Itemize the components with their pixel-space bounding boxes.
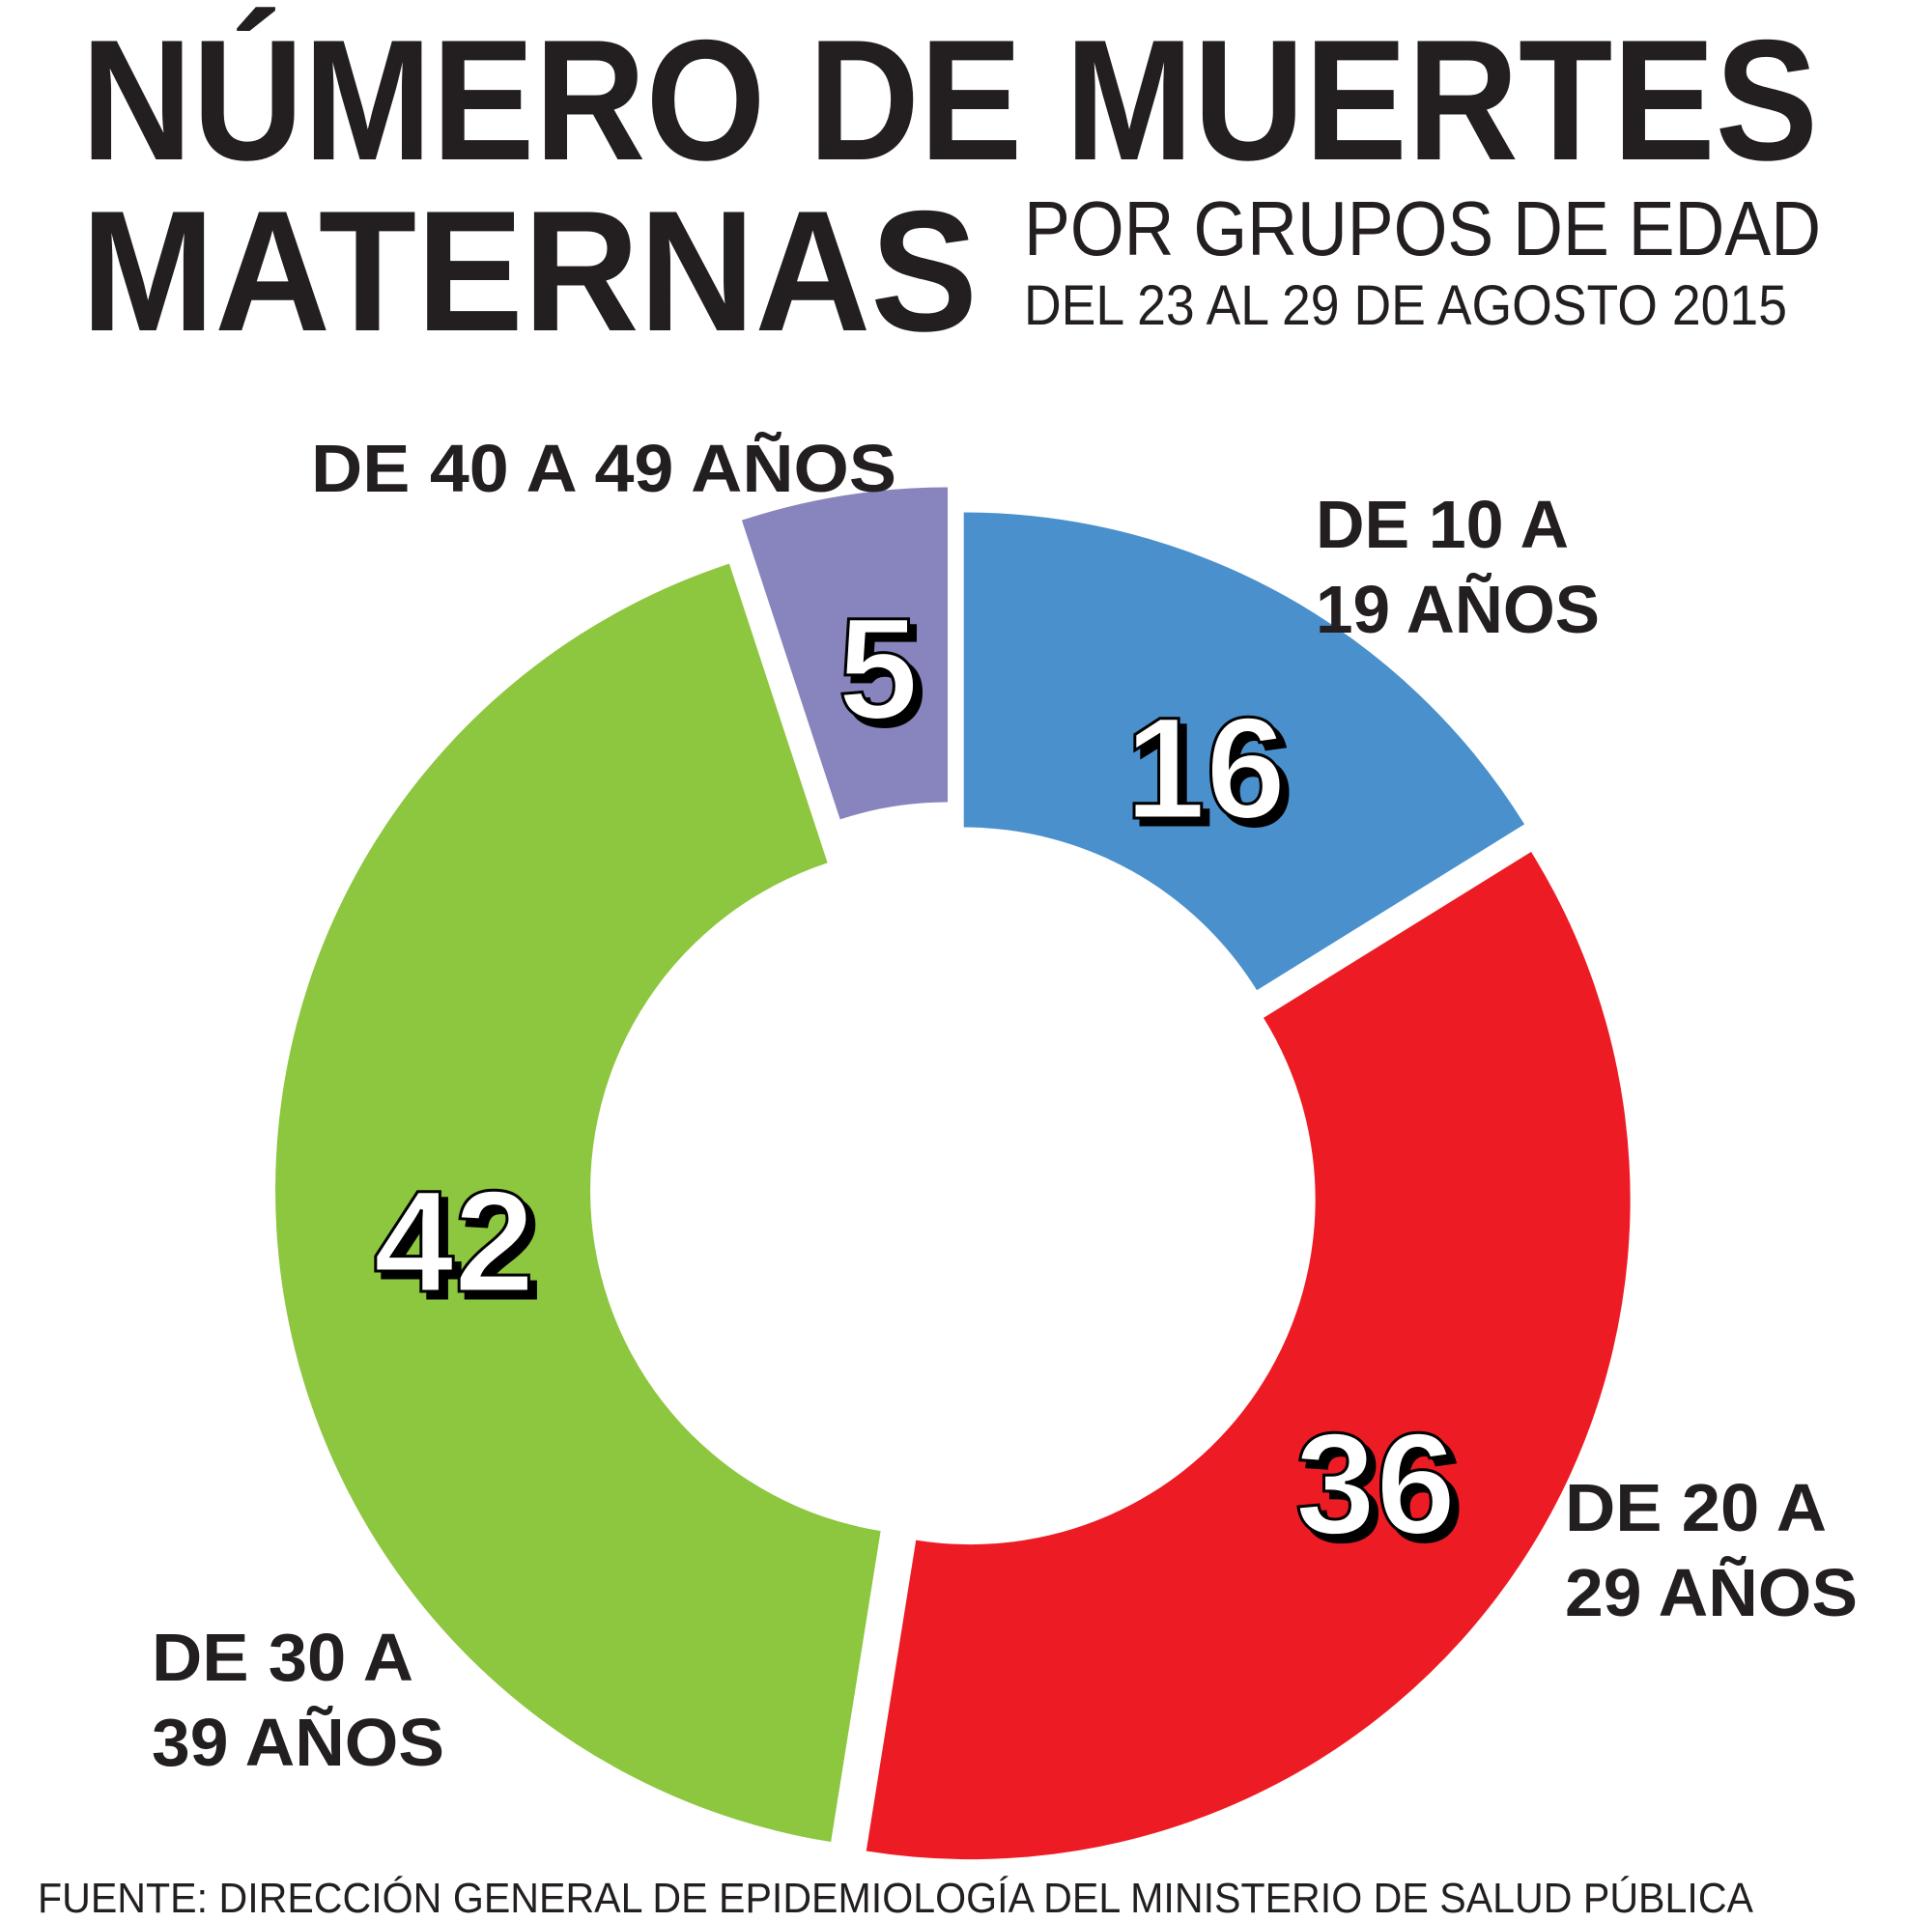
slice-label-30-39-line2: 39 AÑOS xyxy=(152,1705,444,1780)
donut-slices xyxy=(275,487,1631,1860)
slice-label-20-29-line2: 29 AÑOS xyxy=(1565,1555,1858,1630)
title-line1: NÚMERO DE MUERTES xyxy=(81,4,1818,196)
slice-label-30-39-line1: DE 30 A xyxy=(152,1620,413,1695)
value-label: 42 xyxy=(374,1160,535,1322)
donut-slice xyxy=(963,512,1525,991)
donut-slice xyxy=(866,851,1631,1860)
subtitle: POR GRUPOS DE EDAD xyxy=(1024,185,1821,271)
value-labels: 16 36 42 5 xyxy=(372,586,1458,1567)
slice-label-20-29-line1: DE 20 A xyxy=(1565,1470,1827,1545)
donut-slice xyxy=(275,563,881,1843)
donut-slice xyxy=(741,487,949,820)
slice-label-10-19-line1: DE 10 A xyxy=(1316,487,1569,562)
title-line2: MATERNAS xyxy=(81,175,978,367)
date-range: DEL 23 AL 29 DE AGOSTO 2015 xyxy=(1024,274,1787,337)
slice-label-40-49: DE 40 A 49 AÑOS xyxy=(311,431,896,506)
value-label: 36 xyxy=(1295,1402,1457,1565)
slice-label-10-19-line2: 19 AÑOS xyxy=(1316,572,1600,647)
value-label: 16 xyxy=(1125,687,1287,849)
source-note: FUENTE: DIRECCIÓN GENERAL DE EPIDEMIOLOG… xyxy=(38,1875,1754,1922)
value-label: 5 xyxy=(838,587,918,749)
header: NÚMERO DE MUERTES MATERNAS POR GRUPOS DE… xyxy=(81,4,1821,367)
slice-labels: DE 10 A 19 AÑOS DE 20 A 29 AÑOS DE 30 A … xyxy=(152,431,1858,1780)
